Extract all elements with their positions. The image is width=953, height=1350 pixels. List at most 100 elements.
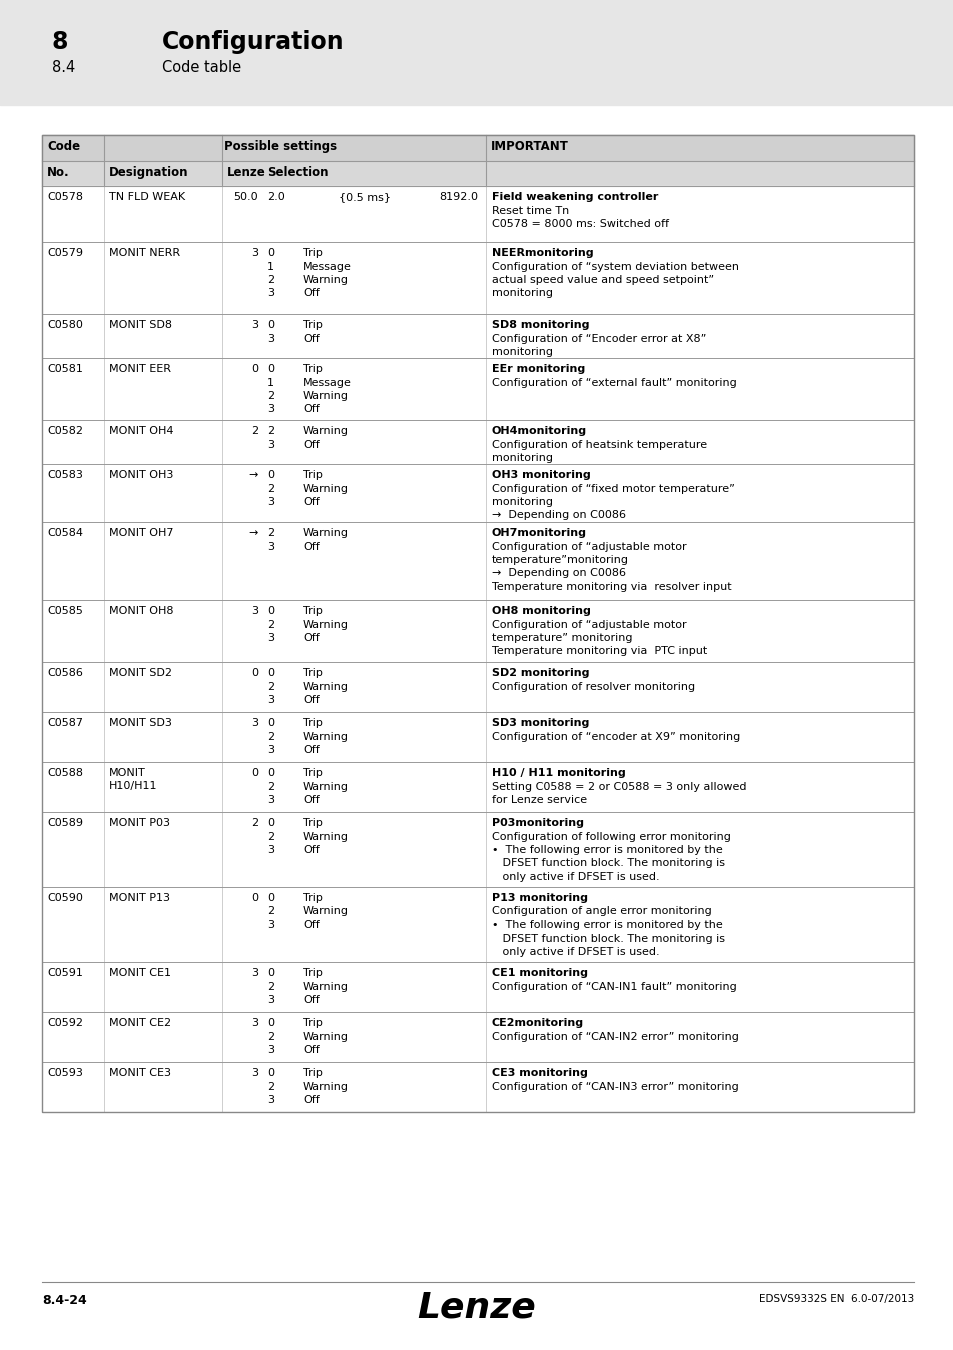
Text: 2: 2 (267, 427, 274, 436)
Text: 2: 2 (251, 427, 257, 436)
Text: 2: 2 (267, 906, 274, 917)
Text: MONIT: MONIT (109, 768, 146, 778)
Text: Configuration of angle error monitoring: Configuration of angle error monitoring (492, 906, 711, 917)
Text: Field weakening controller: Field weakening controller (492, 192, 658, 202)
Text: MONIT CE1: MONIT CE1 (109, 968, 171, 977)
Text: 0: 0 (251, 768, 257, 778)
Bar (42, 464, 913, 522)
Text: Configuration of “encoder at X9” monitoring: Configuration of “encoder at X9” monitor… (492, 732, 740, 741)
Text: 2: 2 (267, 981, 274, 991)
Text: C0579: C0579 (47, 248, 83, 258)
Text: Configuration of “system deviation between: Configuration of “system deviation betwe… (492, 262, 739, 271)
Text: 0: 0 (267, 364, 274, 374)
Text: OH7monitoring: OH7monitoring (492, 528, 586, 539)
Text: C0582: C0582 (47, 427, 83, 436)
Text: 0: 0 (267, 470, 274, 481)
Text: 2: 2 (267, 1081, 274, 1092)
Text: Lenze: Lenze (417, 1291, 536, 1324)
Text: P13 monitoring: P13 monitoring (492, 892, 587, 903)
Text: Warning: Warning (303, 981, 349, 991)
Text: 3: 3 (267, 289, 274, 298)
Text: Off: Off (303, 289, 319, 298)
Text: Configuration of “fixed motor temperature”: Configuration of “fixed motor temperatur… (492, 483, 734, 494)
Text: 3: 3 (267, 995, 274, 1004)
Text: Trip: Trip (303, 1018, 322, 1027)
Text: →  Depending on C0086: → Depending on C0086 (492, 568, 625, 579)
Text: C0592: C0592 (47, 1018, 83, 1027)
Text: 3: 3 (251, 248, 257, 258)
Text: Off: Off (303, 497, 319, 508)
Text: Off: Off (303, 745, 319, 755)
Text: Configuration of “external fault” monitoring: Configuration of “external fault” monito… (492, 378, 736, 387)
Text: temperature”monitoring: temperature”monitoring (492, 555, 628, 566)
Text: 2: 2 (251, 818, 257, 828)
Text: 0: 0 (267, 818, 274, 828)
Text: Configuration of “adjustable motor: Configuration of “adjustable motor (492, 541, 686, 552)
Text: SD2 monitoring: SD2 monitoring (492, 668, 589, 678)
Text: Warning: Warning (303, 427, 349, 436)
Text: Configuration of “adjustable motor: Configuration of “adjustable motor (492, 620, 686, 629)
Text: monitoring: monitoring (492, 497, 553, 508)
Text: MONIT OH8: MONIT OH8 (109, 606, 173, 616)
Bar (42, 811, 913, 887)
Bar (42, 1062, 913, 1112)
Text: DFSET function block. The monitoring is: DFSET function block. The monitoring is (492, 933, 724, 944)
Text: 50.0: 50.0 (233, 192, 257, 202)
Text: DFSET function block. The monitoring is: DFSET function block. The monitoring is (492, 859, 724, 868)
Text: Warning: Warning (303, 275, 349, 285)
Text: Warning: Warning (303, 392, 349, 401)
Text: OH3 monitoring: OH3 monitoring (492, 470, 590, 481)
Text: 0: 0 (267, 248, 274, 258)
Text: Configuration of resolver monitoring: Configuration of resolver monitoring (492, 682, 695, 691)
Bar (42, 711, 913, 761)
Text: C0588: C0588 (47, 768, 83, 778)
Text: MONIT SD8: MONIT SD8 (109, 320, 172, 329)
Text: No.: No. (47, 166, 70, 180)
Text: Off: Off (303, 845, 319, 855)
Text: Temperature monitoring via  resolver input: Temperature monitoring via resolver inpu… (492, 582, 731, 593)
Text: 2: 2 (267, 832, 274, 841)
Text: 1: 1 (267, 262, 274, 271)
Text: Configuration of “CAN-IN2 error” monitoring: Configuration of “CAN-IN2 error” monitor… (492, 1031, 739, 1041)
Bar (0, 0, 953, 105)
Text: MONIT P03: MONIT P03 (109, 818, 170, 828)
Text: 0: 0 (267, 1018, 274, 1027)
Text: C0585: C0585 (47, 606, 83, 616)
Bar (42, 161, 913, 186)
Text: Lenze: Lenze (227, 166, 266, 180)
Text: 2: 2 (267, 275, 274, 285)
Text: C0578: C0578 (47, 192, 83, 202)
Text: 2: 2 (267, 782, 274, 791)
Text: 2: 2 (267, 528, 274, 539)
Bar (42, 186, 913, 242)
Text: Code: Code (47, 140, 80, 153)
Text: Temperature monitoring via  PTC input: Temperature monitoring via PTC input (492, 647, 706, 656)
Text: Off: Off (303, 995, 319, 1004)
Text: Setting C0588 = 2 or C0588 = 3 only allowed: Setting C0588 = 2 or C0588 = 3 only allo… (492, 782, 745, 791)
Text: Configuration of heatsink temperature: Configuration of heatsink temperature (492, 440, 706, 450)
Text: 3: 3 (267, 541, 274, 552)
Text: CE2monitoring: CE2monitoring (492, 1018, 583, 1027)
Text: only active if DFSET is used.: only active if DFSET is used. (492, 946, 659, 957)
Text: SD3 monitoring: SD3 monitoring (492, 718, 589, 728)
Text: monitoring: monitoring (492, 289, 553, 298)
Text: Configuration: Configuration (162, 30, 344, 54)
Text: →  Depending on C0086: → Depending on C0086 (492, 510, 625, 521)
Text: CE1 monitoring: CE1 monitoring (492, 968, 587, 977)
Text: Trip: Trip (303, 818, 322, 828)
Text: Warning: Warning (303, 682, 349, 691)
Text: EEr monitoring: EEr monitoring (492, 364, 584, 374)
Text: 0: 0 (267, 606, 274, 616)
Text: 0: 0 (251, 668, 257, 678)
Text: Message: Message (303, 378, 352, 387)
Text: 3: 3 (267, 497, 274, 508)
Text: monitoring: monitoring (492, 454, 553, 463)
Text: 3: 3 (267, 405, 274, 414)
Text: Configuration of “CAN-IN1 fault” monitoring: Configuration of “CAN-IN1 fault” monitor… (492, 981, 736, 991)
Text: C0590: C0590 (47, 892, 83, 903)
Text: 3: 3 (267, 919, 274, 930)
Text: 8192.0: 8192.0 (438, 192, 477, 202)
Text: Trip: Trip (303, 606, 322, 616)
Text: MONIT NERR: MONIT NERR (109, 248, 180, 258)
Text: C0578 = 8000 ms: Switched off: C0578 = 8000 ms: Switched off (492, 219, 668, 230)
